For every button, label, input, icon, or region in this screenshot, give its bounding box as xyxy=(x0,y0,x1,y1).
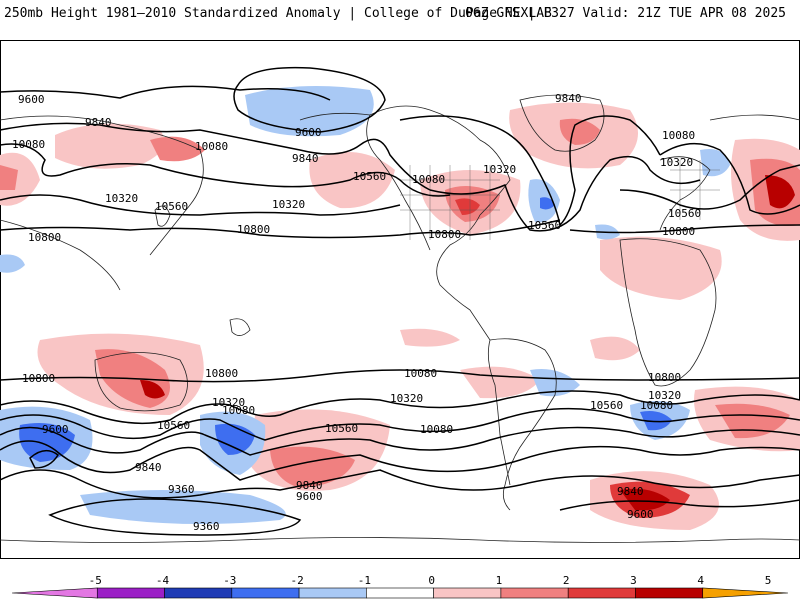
colorbar-swatch xyxy=(298,587,367,599)
colorbar-tick-label: 3 xyxy=(630,574,637,587)
coastlines xyxy=(0,94,800,543)
colorbar-tick-label: -1 xyxy=(358,574,371,587)
colorbar-tick-label: -2 xyxy=(290,574,303,587)
contour-label: 10080 xyxy=(12,138,45,151)
contour-label: 10800 xyxy=(237,223,270,236)
contour-labels: 9600 9840 10080 10320 10560 10800 9600 9… xyxy=(12,92,701,533)
contour-label: 9840 xyxy=(617,485,644,498)
colorbar-tick-label: -4 xyxy=(156,574,170,587)
contour-label: 9360 xyxy=(168,483,195,496)
contour-label: 10800 xyxy=(648,371,681,384)
contour-label: 10320 xyxy=(212,396,245,409)
contour-label: 10320 xyxy=(660,156,693,169)
contour-label: 10800 xyxy=(22,372,55,385)
contour-label: 9600 xyxy=(18,93,45,106)
contour-label: 10080 xyxy=(662,129,695,142)
contour-label: 10080 xyxy=(640,399,673,412)
contour-label: 10560 xyxy=(157,419,190,432)
contour-label: 10080 xyxy=(404,367,437,380)
contour-label: 10560 xyxy=(590,399,623,412)
colorbar-tick-label: 0 xyxy=(428,574,435,587)
colorbar-swatch xyxy=(164,587,233,599)
contour-label: 10560 xyxy=(668,207,701,220)
colorbar-swatch xyxy=(500,587,569,599)
colorbar-tick-label: 4 xyxy=(697,574,704,587)
height-contours xyxy=(0,66,800,536)
contour-label: 10080 xyxy=(412,173,445,186)
anomaly-colorbar: -5 -4 -3 -2 -1 0 1 2 3 4 5 xyxy=(11,574,789,599)
contour-label: 10800 xyxy=(205,367,238,380)
political-borders xyxy=(400,160,720,240)
contour-label: 10800 xyxy=(662,225,695,238)
contour-label: 10080 xyxy=(420,423,453,436)
colorbar-swatch xyxy=(231,587,300,599)
colorbar-tick-label: 2 xyxy=(563,574,570,587)
negative-anomaly-shading xyxy=(0,86,730,524)
colorbar-swatches xyxy=(11,587,789,599)
contour-label: 9600 xyxy=(295,126,322,139)
contour-label: 10320 xyxy=(648,389,681,402)
contour-label: 10320 xyxy=(105,192,138,205)
contour-label: 9840 xyxy=(135,461,162,474)
colorbar-tick-label: 5 xyxy=(765,574,772,587)
contour-label: 10080 xyxy=(195,140,228,153)
contour-label: 9360 xyxy=(193,520,220,533)
colorbar-swatch xyxy=(433,587,502,599)
contour-label: 10080 xyxy=(222,404,255,417)
contour-label: 9840 xyxy=(292,152,319,165)
colorbar-swatch xyxy=(96,587,165,599)
contour-label: 10320 xyxy=(390,392,423,405)
contour-label: 10320 xyxy=(483,163,516,176)
contour-label: 9600 xyxy=(42,423,69,436)
colorbar-tick-label: -5 xyxy=(89,574,102,587)
contour-label: 10560 xyxy=(353,170,386,183)
contour-label: 9600 xyxy=(296,490,323,503)
anomaly-map: 9600 9840 10080 10320 10560 10800 9600 9… xyxy=(0,40,800,559)
map-title: 250mb Height 1981–2010 Standardized Anom… xyxy=(4,6,552,21)
contour-label: 10560 xyxy=(155,200,188,213)
colorbar-swatch xyxy=(702,587,789,599)
contour-label: 10320 xyxy=(272,198,305,211)
contour-label: 9600 xyxy=(627,508,654,521)
colorbar-swatch xyxy=(567,587,636,599)
contour-label: 10560 xyxy=(325,422,358,435)
contour-label: 10800 xyxy=(28,231,61,244)
contour-label: 9840 xyxy=(555,92,582,105)
colorbar-swatch xyxy=(635,587,704,599)
colorbar-tick-label: -3 xyxy=(223,574,236,587)
model-run-label: 06Z GFS | F327 Valid: 21Z TUE APR 08 202… xyxy=(465,6,786,21)
contour-label: 10560 xyxy=(528,219,561,232)
contour-label: 10800 xyxy=(428,228,461,241)
colorbar-swatch xyxy=(366,587,434,599)
contour-label: 9840 xyxy=(85,116,112,129)
colorbar-swatch xyxy=(11,587,98,599)
contour-label: 9840 xyxy=(296,479,323,492)
colorbar-tick-label: 1 xyxy=(496,574,503,587)
positive-anomaly-shading xyxy=(0,102,800,530)
colorbar-ticks: -5 -4 -3 -2 -1 0 1 2 3 4 5 xyxy=(89,574,772,587)
